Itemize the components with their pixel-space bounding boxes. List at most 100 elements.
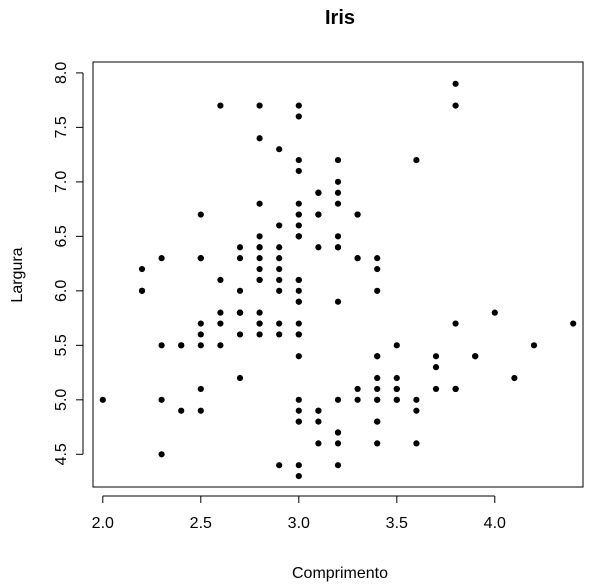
data-point (374, 287, 381, 294)
data-point (276, 462, 283, 469)
data-point (276, 244, 283, 251)
data-point (354, 255, 361, 262)
data-point (295, 418, 302, 425)
data-point (374, 374, 381, 382)
y-tick-label: 8.0 (53, 62, 70, 84)
data-point (432, 364, 440, 371)
y-axis-label: Largura (9, 247, 26, 302)
data-point (197, 320, 204, 327)
data-point (393, 374, 400, 382)
x-tick-label: 4.0 (484, 515, 506, 532)
data-point (511, 374, 518, 382)
data-point (295, 211, 302, 218)
plot-frame (92, 61, 584, 488)
x-tick-label: 3.5 (386, 515, 408, 532)
data-point (256, 200, 263, 207)
data-point (236, 309, 244, 316)
data-point (334, 298, 342, 305)
y-tick-label: 4.5 (53, 443, 70, 465)
data-point (393, 385, 400, 393)
data-point (530, 342, 538, 349)
data-point (236, 287, 244, 294)
data-point (315, 407, 322, 414)
data-point (295, 353, 302, 360)
data-point (452, 102, 459, 109)
data-point (354, 396, 361, 403)
data-point (334, 462, 342, 469)
data-point (158, 342, 165, 349)
x-tick-label: 2.0 (92, 515, 114, 532)
data-point (334, 189, 342, 196)
data-point (178, 342, 185, 349)
data-point (413, 156, 420, 164)
data-point (236, 255, 244, 262)
data-points (99, 80, 577, 480)
data-point (256, 276, 263, 284)
data-point (452, 320, 459, 327)
data-point (374, 418, 381, 425)
data-point (276, 222, 283, 229)
data-point (236, 331, 244, 338)
data-point (472, 353, 479, 360)
data-point (374, 396, 381, 403)
data-point (158, 396, 165, 403)
data-point (334, 178, 342, 185)
data-point (393, 342, 400, 349)
data-point (256, 233, 263, 240)
data-point (295, 222, 302, 229)
data-point (295, 320, 302, 327)
data-point (197, 342, 204, 349)
data-point (295, 102, 302, 109)
data-point (217, 342, 224, 349)
data-point (393, 396, 400, 403)
x-tick-label: 3.0 (288, 515, 310, 532)
data-point (354, 385, 361, 393)
x-axis: 2.0 2.5 3.0 3.5 4.0 (92, 495, 506, 532)
chart-title: Iris (325, 7, 355, 29)
data-point (295, 113, 302, 120)
data-point (256, 244, 263, 251)
data-point (217, 102, 224, 109)
data-point (413, 396, 420, 403)
data-point (295, 473, 302, 480)
data-point (99, 396, 106, 403)
data-point (374, 255, 381, 262)
data-point (295, 396, 302, 403)
data-point (138, 265, 146, 273)
data-point (315, 418, 322, 425)
data-point (315, 211, 322, 218)
data-point (276, 320, 283, 327)
data-point (236, 374, 244, 382)
x-axis-label: Comprimento (292, 565, 388, 582)
data-point (217, 276, 224, 284)
data-point (295, 331, 302, 338)
data-point (413, 440, 420, 447)
data-point (236, 244, 244, 251)
y-tick-label: 7.0 (53, 171, 70, 193)
data-point (197, 407, 204, 414)
data-point (334, 233, 342, 240)
data-point (256, 320, 263, 327)
y-tick-label: 5.5 (53, 334, 70, 356)
data-point (276, 331, 283, 338)
data-point (491, 309, 498, 316)
data-point (158, 255, 165, 262)
data-point (570, 320, 577, 327)
data-point (295, 287, 302, 294)
data-point (295, 276, 302, 284)
data-point (315, 440, 322, 447)
data-point (276, 255, 283, 262)
data-point (295, 298, 302, 305)
data-point (256, 255, 263, 262)
data-point (432, 353, 440, 360)
data-point (334, 200, 342, 207)
y-tick-label: 6.5 (53, 225, 70, 247)
data-point (295, 462, 302, 469)
x-tick-label: 2.5 (190, 515, 212, 532)
data-point (217, 320, 224, 327)
data-point (256, 135, 263, 142)
data-point (158, 451, 165, 458)
data-point (256, 331, 263, 338)
data-point (334, 440, 342, 447)
